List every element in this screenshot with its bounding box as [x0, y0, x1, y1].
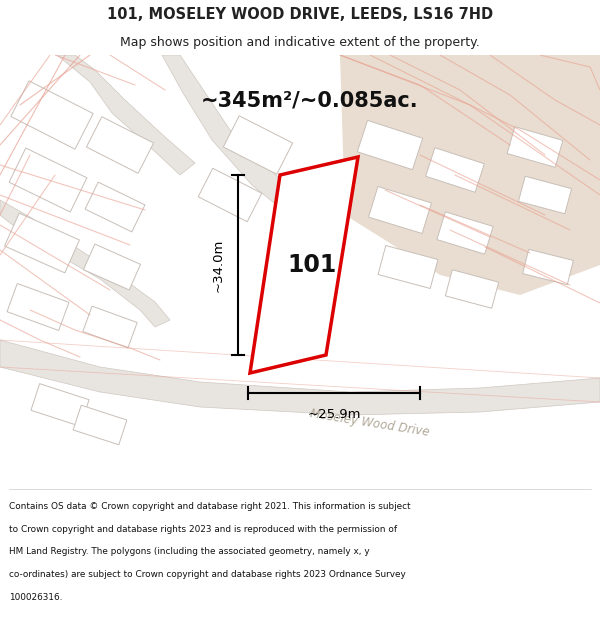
Text: Moseley Wood Drive: Moseley Wood Drive	[310, 407, 431, 439]
Polygon shape	[73, 405, 127, 445]
Text: Contains OS data © Crown copyright and database right 2021. This information is : Contains OS data © Crown copyright and d…	[9, 502, 410, 511]
Polygon shape	[518, 176, 572, 214]
Polygon shape	[340, 55, 600, 295]
Polygon shape	[162, 55, 310, 220]
Polygon shape	[378, 246, 438, 289]
Polygon shape	[507, 127, 563, 168]
Polygon shape	[57, 55, 195, 175]
Polygon shape	[85, 182, 145, 232]
Polygon shape	[523, 249, 574, 285]
Text: Map shows position and indicative extent of the property.: Map shows position and indicative extent…	[120, 36, 480, 49]
Polygon shape	[83, 306, 137, 348]
Polygon shape	[437, 212, 493, 254]
Text: ~25.9m: ~25.9m	[307, 409, 361, 421]
Polygon shape	[445, 270, 499, 308]
Polygon shape	[250, 157, 358, 373]
Polygon shape	[223, 116, 293, 174]
Text: ~345m²/~0.085ac.: ~345m²/~0.085ac.	[201, 90, 419, 110]
Polygon shape	[9, 148, 87, 212]
Text: to Crown copyright and database rights 2023 and is reproduced with the permissio: to Crown copyright and database rights 2…	[9, 524, 397, 534]
Polygon shape	[425, 148, 484, 192]
Polygon shape	[0, 340, 600, 415]
Text: 100026316.: 100026316.	[9, 593, 62, 602]
Text: 101: 101	[287, 253, 336, 277]
Polygon shape	[368, 186, 431, 234]
Polygon shape	[83, 244, 140, 290]
Polygon shape	[7, 284, 69, 331]
Text: co-ordinates) are subject to Crown copyright and database rights 2023 Ordnance S: co-ordinates) are subject to Crown copyr…	[9, 570, 406, 579]
Polygon shape	[198, 168, 262, 222]
Polygon shape	[86, 117, 154, 173]
Polygon shape	[11, 81, 93, 149]
Text: ~34.0m: ~34.0m	[212, 238, 224, 292]
Polygon shape	[31, 384, 89, 426]
Text: HM Land Registry. The polygons (including the associated geometry, namely x, y: HM Land Registry. The polygons (includin…	[9, 548, 370, 556]
Polygon shape	[0, 200, 170, 327]
Polygon shape	[358, 121, 422, 169]
Text: 101, MOSELEY WOOD DRIVE, LEEDS, LS16 7HD: 101, MOSELEY WOOD DRIVE, LEEDS, LS16 7HD	[107, 8, 493, 22]
Polygon shape	[5, 213, 79, 273]
